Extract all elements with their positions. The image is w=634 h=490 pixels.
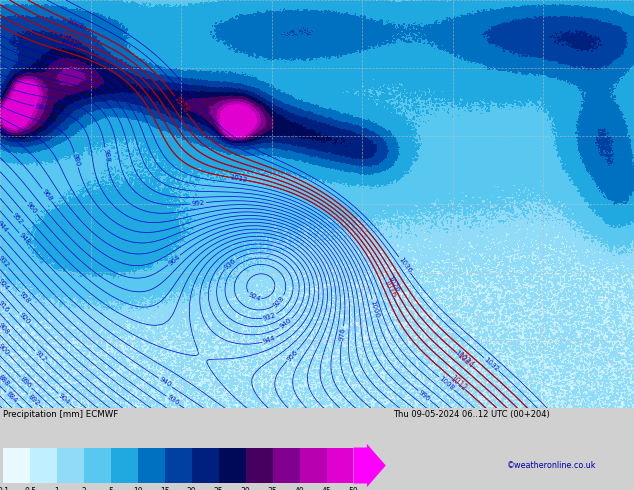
Text: 1020: 1020 — [386, 275, 399, 294]
Text: 988: 988 — [102, 148, 110, 162]
Text: 984: 984 — [35, 103, 49, 112]
Text: 1012: 1012 — [448, 374, 469, 393]
Text: 972: 972 — [0, 126, 11, 139]
Bar — [327, 447, 354, 484]
Text: 964: 964 — [167, 253, 181, 267]
Bar — [191, 447, 219, 484]
Text: 1016: 1016 — [59, 40, 78, 51]
Text: 936: 936 — [223, 257, 237, 270]
Text: 884: 884 — [4, 391, 18, 404]
Bar — [111, 447, 138, 484]
Text: 15: 15 — [160, 487, 170, 490]
Text: 1: 1 — [55, 487, 60, 490]
Text: 1028: 1028 — [65, 17, 84, 30]
Text: 2: 2 — [82, 487, 86, 490]
Text: 932: 932 — [0, 255, 10, 269]
Text: 904: 904 — [57, 392, 71, 405]
Text: 956: 956 — [285, 348, 299, 363]
Text: 45: 45 — [321, 487, 332, 490]
Text: 1032: 1032 — [482, 356, 500, 372]
Text: 928: 928 — [272, 295, 286, 309]
Text: 892: 892 — [27, 393, 41, 407]
Text: 932: 932 — [262, 312, 276, 321]
Text: 1012: 1012 — [230, 174, 248, 184]
Text: 0.1: 0.1 — [0, 487, 9, 490]
Text: 948: 948 — [18, 232, 31, 245]
Text: 1024: 1024 — [453, 349, 471, 366]
Text: 940: 940 — [158, 376, 172, 389]
Text: 928: 928 — [18, 291, 32, 304]
Bar — [165, 447, 191, 484]
Text: 1024: 1024 — [455, 350, 476, 370]
Bar — [299, 447, 327, 484]
Bar — [273, 447, 299, 484]
Text: ©weatheronline.co.uk: ©weatheronline.co.uk — [507, 461, 597, 470]
Bar — [138, 447, 165, 484]
Bar — [219, 447, 245, 484]
Bar — [3, 447, 30, 484]
Bar — [245, 447, 273, 484]
Text: 1004: 1004 — [43, 58, 61, 69]
Text: 20: 20 — [187, 487, 197, 490]
Text: 908: 908 — [0, 321, 11, 336]
Text: 1036: 1036 — [397, 256, 412, 274]
Text: 25: 25 — [214, 487, 224, 490]
Text: 916: 916 — [0, 300, 11, 314]
Text: 992: 992 — [191, 199, 205, 207]
Text: 5: 5 — [108, 487, 113, 490]
Text: 1000: 1000 — [370, 299, 380, 318]
Bar — [84, 447, 111, 484]
Text: 920: 920 — [18, 312, 31, 326]
Text: 924: 924 — [0, 277, 10, 292]
Bar — [57, 447, 84, 484]
Text: Thu 09-05-2024 06..12 UTC (00+204): Thu 09-05-2024 06..12 UTC (00+204) — [393, 410, 550, 419]
Text: 996: 996 — [417, 389, 431, 402]
Text: 940: 940 — [279, 317, 293, 330]
Text: 976: 976 — [339, 327, 346, 341]
Bar — [30, 447, 57, 484]
Text: 936: 936 — [165, 394, 180, 407]
FancyArrow shape — [354, 444, 385, 487]
Text: 0.5: 0.5 — [24, 487, 36, 490]
Text: 924: 924 — [247, 292, 261, 303]
Text: 896: 896 — [19, 376, 33, 390]
Text: 944: 944 — [262, 335, 276, 345]
Text: 35: 35 — [268, 487, 278, 490]
Text: 1028: 1028 — [171, 94, 190, 115]
Text: 1020: 1020 — [59, 30, 80, 46]
Text: 900: 900 — [0, 342, 10, 356]
Text: 952: 952 — [11, 212, 24, 226]
Text: 1016: 1016 — [381, 278, 398, 299]
Text: 30: 30 — [241, 487, 250, 490]
Text: 968: 968 — [41, 188, 53, 202]
Text: 960: 960 — [25, 201, 38, 215]
Text: Precipitation [mm] ECMWF: Precipitation [mm] ECMWF — [3, 410, 119, 419]
Text: 912: 912 — [34, 350, 48, 364]
Text: 944: 944 — [0, 220, 10, 233]
Text: 10: 10 — [133, 487, 143, 490]
Text: 980: 980 — [72, 153, 81, 168]
Text: 50: 50 — [349, 487, 358, 490]
Text: 40: 40 — [295, 487, 304, 490]
Text: 1008: 1008 — [438, 375, 455, 392]
Text: 888: 888 — [0, 373, 11, 387]
